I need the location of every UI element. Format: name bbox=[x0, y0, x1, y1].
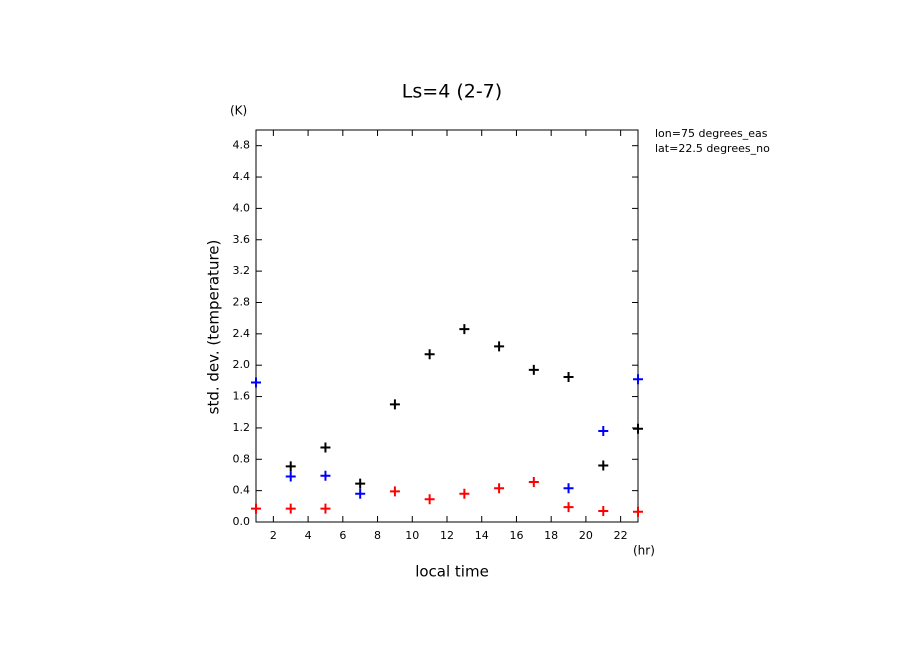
x-axis-label: local time bbox=[415, 563, 489, 581]
point bbox=[528, 477, 539, 488]
point bbox=[563, 502, 574, 513]
y-tick-label: 1.6 bbox=[233, 390, 251, 403]
point bbox=[355, 478, 366, 489]
x-tick-label: 4 bbox=[305, 529, 312, 542]
point bbox=[320, 442, 331, 453]
y-tick-label: 1.2 bbox=[233, 421, 251, 434]
point bbox=[389, 399, 400, 410]
y-tick-label: 4.4 bbox=[233, 170, 251, 183]
point bbox=[459, 324, 470, 335]
x-tick-label: 14 bbox=[475, 529, 489, 542]
point bbox=[251, 503, 261, 514]
x-tick-label: 16 bbox=[509, 529, 523, 542]
y-tick-label: 3.6 bbox=[233, 233, 251, 246]
annotation: lat=22.5 degrees_no bbox=[655, 142, 770, 155]
y-tick-label: 2.4 bbox=[233, 327, 251, 340]
point bbox=[494, 483, 505, 494]
y-tick-label: 2.8 bbox=[233, 295, 251, 308]
point bbox=[633, 374, 643, 385]
x-tick-label: 20 bbox=[579, 529, 593, 542]
annotation: lon=75 degrees_eas bbox=[655, 127, 768, 140]
x-tick-label: 6 bbox=[339, 529, 346, 542]
point bbox=[285, 471, 296, 482]
point bbox=[459, 488, 470, 499]
x-tick-label: 18 bbox=[544, 529, 558, 542]
point bbox=[494, 341, 505, 352]
point bbox=[633, 506, 643, 517]
point bbox=[598, 506, 609, 517]
y-tick-label: 4.8 bbox=[233, 139, 251, 152]
y-tick-label: 4.0 bbox=[233, 201, 251, 214]
x-tick-label: 8 bbox=[374, 529, 381, 542]
y-tick-label: 0.8 bbox=[233, 452, 251, 465]
y-tick-label: 3.2 bbox=[233, 264, 251, 277]
point bbox=[598, 426, 609, 437]
point bbox=[320, 503, 331, 514]
y-tick-label: 0.0 bbox=[233, 515, 251, 528]
x-tick-label: 10 bbox=[405, 529, 419, 542]
point bbox=[563, 483, 574, 494]
chart-title: Ls=4 (2-7) bbox=[402, 81, 502, 103]
point bbox=[285, 503, 296, 514]
y-tick-label: 0.4 bbox=[233, 484, 251, 497]
y-unit: (K) bbox=[230, 104, 247, 118]
point bbox=[251, 377, 261, 388]
point bbox=[424, 494, 435, 505]
x-tick-label: 12 bbox=[440, 529, 454, 542]
x-unit: (hr) bbox=[633, 544, 655, 558]
x-tick-label: 22 bbox=[614, 529, 628, 542]
point bbox=[563, 371, 574, 382]
point bbox=[389, 486, 400, 497]
point bbox=[598, 460, 609, 471]
y-axis-label: std. dev. (temperature) bbox=[205, 240, 223, 415]
point bbox=[285, 461, 296, 472]
y-tick-label: 2.0 bbox=[233, 358, 251, 371]
point bbox=[633, 423, 643, 434]
point bbox=[355, 488, 366, 499]
point bbox=[320, 470, 331, 481]
point bbox=[528, 364, 539, 375]
point bbox=[424, 349, 435, 360]
plot-frame bbox=[255, 129, 639, 523]
x-tick-label: 2 bbox=[270, 529, 277, 542]
